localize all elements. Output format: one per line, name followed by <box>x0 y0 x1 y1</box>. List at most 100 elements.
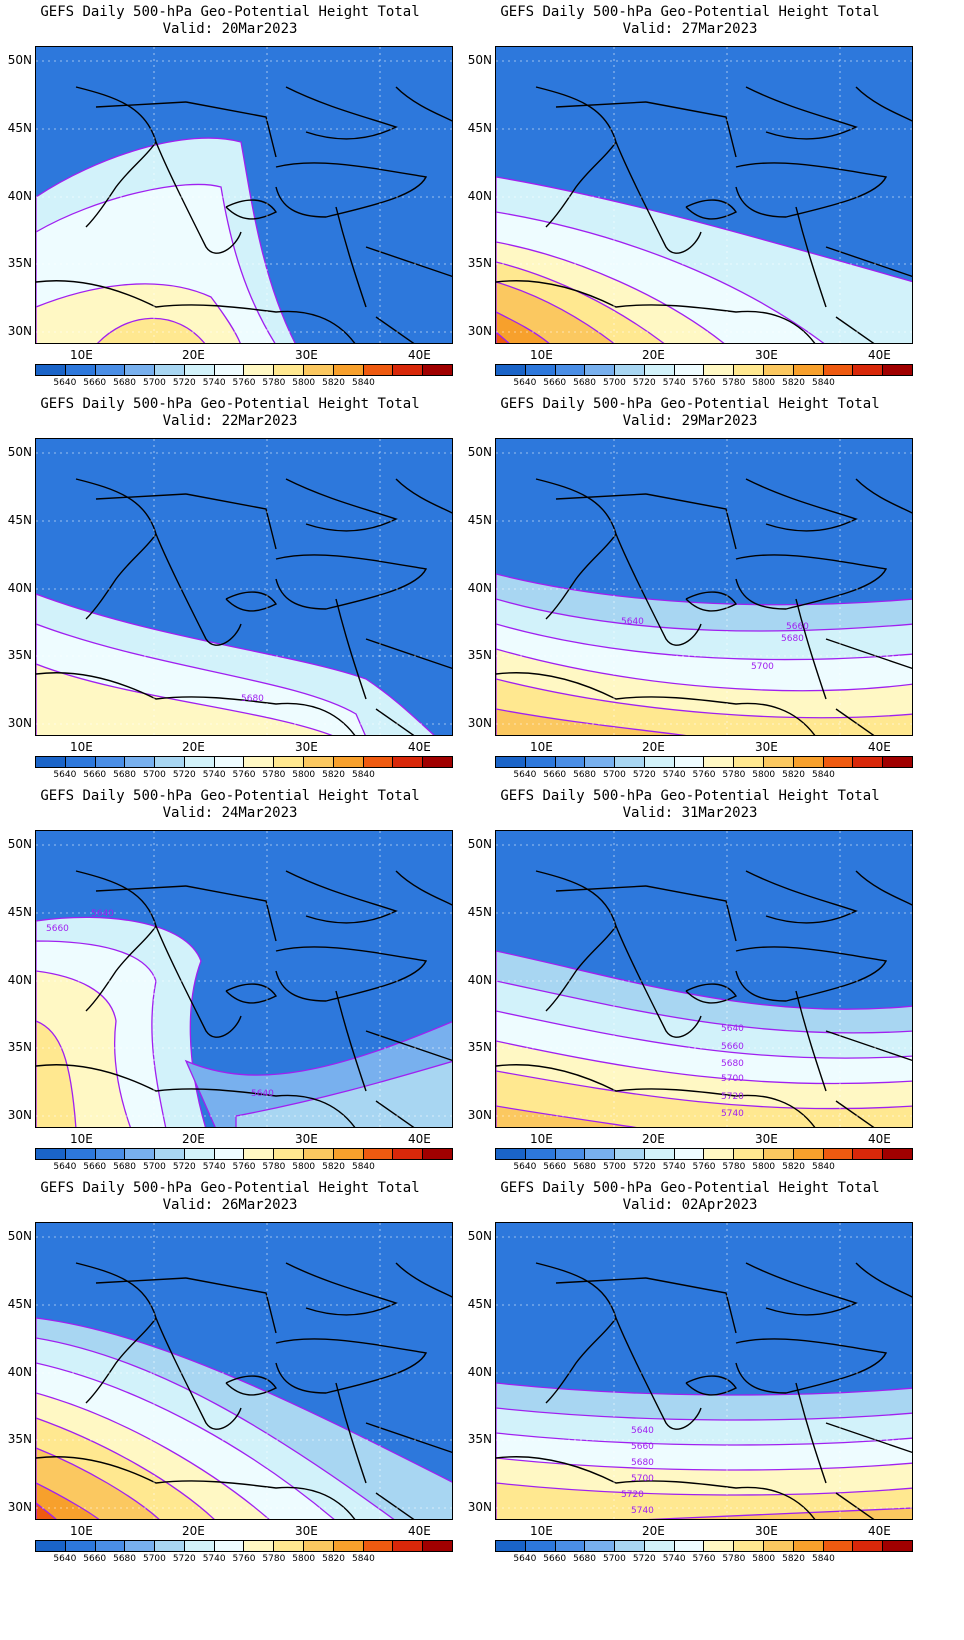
color-scale-swatch <box>585 1149 616 1159</box>
coastline <box>375 316 415 343</box>
color-scale-label: 5640 <box>513 1162 537 1172</box>
color-scale-label: 5780 <box>722 378 746 388</box>
color-scale-label: 5640 <box>53 378 77 388</box>
color-scale-swatch <box>423 365 452 375</box>
color-scale-label: 5720 <box>632 378 656 388</box>
color-scale-swatch <box>304 1541 334 1551</box>
color-scale-swatch <box>853 1149 884 1159</box>
lat-label: 45N <box>7 905 32 919</box>
coastline <box>645 1277 737 1334</box>
lon-label: 30E <box>295 348 318 362</box>
color-scale-label: 5680 <box>573 378 597 388</box>
color-scale-swatch <box>823 365 854 375</box>
color-scale-swatch <box>883 1149 912 1159</box>
lat-label: 30N <box>7 324 32 338</box>
color-scale-label: 5660 <box>83 1162 107 1172</box>
lon-label: 40E <box>408 740 431 754</box>
coastline <box>395 1262 452 1298</box>
contour-band <box>36 1020 77 1127</box>
coastline <box>535 870 702 1038</box>
color-scale <box>35 1148 453 1160</box>
color-scale-label: 5780 <box>262 1554 286 1564</box>
color-scale-swatch <box>853 1541 884 1551</box>
color-scale-swatch <box>184 1149 215 1159</box>
coastline <box>735 554 888 610</box>
lat-label: 30N <box>7 1500 32 1514</box>
color-scale-swatch <box>125 1541 156 1551</box>
lon-label: 20E <box>642 1524 665 1538</box>
color-scale-swatch <box>125 757 156 767</box>
lon-label: 30E <box>295 1132 318 1146</box>
color-scale-label: 5780 <box>262 1162 286 1172</box>
color-scale-swatch <box>333 1541 364 1551</box>
coastline <box>275 1338 428 1394</box>
lat-label: 30N <box>467 324 492 338</box>
contour-label: 5720 <box>621 1490 644 1500</box>
color-scale-swatch <box>585 365 616 375</box>
color-scale-swatch <box>155 1541 185 1551</box>
color-scale-labels: 5640 5660 5680 5700 5720 5740 5760 5780 5800 5820… <box>495 770 913 782</box>
coastline <box>335 990 367 1092</box>
coastline <box>745 1262 858 1316</box>
lat-label: 40N <box>7 973 32 987</box>
color-scale-label: 5700 <box>602 1162 626 1172</box>
coastline <box>795 990 827 1092</box>
lat-label: 30N <box>467 716 492 730</box>
coastline <box>535 86 702 254</box>
contour-label: 5660 <box>721 1042 744 1052</box>
panel-valid-date: Valid: 02Apr2023 <box>622 1197 758 1213</box>
lon-label: 10E <box>530 1132 553 1146</box>
lat-label: 30N <box>467 1108 492 1122</box>
color-scale-swatch <box>644 757 675 767</box>
color-scale-label: 5740 <box>202 1554 226 1564</box>
coastline <box>555 101 647 108</box>
contour-label: 5720 <box>721 1092 744 1102</box>
panel-title: GEFS Daily 500-hPa Geo-Potential Height … <box>460 788 920 822</box>
color-scale-label: 5740 <box>662 1162 686 1172</box>
color-scale-swatch <box>65 1541 96 1551</box>
coastline <box>535 478 702 646</box>
color-scale-label: 5840 <box>811 1162 835 1172</box>
coastline <box>855 478 912 514</box>
color-scale-swatch <box>125 365 156 375</box>
coastline <box>535 1262 702 1430</box>
lon-label: 40E <box>868 348 891 362</box>
coastline <box>395 870 452 906</box>
lon-label: 30E <box>755 348 778 362</box>
coastline <box>395 86 452 122</box>
color-scale-label: 5740 <box>202 1162 226 1172</box>
color-scale-swatch <box>674 757 705 767</box>
coastline <box>835 1492 875 1519</box>
color-scale <box>495 1540 913 1552</box>
color-scale-swatch <box>704 757 735 767</box>
color-scale-swatch <box>793 1149 824 1159</box>
map-panel: GEFS Daily 500-hPa Geo-Potential Height … <box>0 784 460 1194</box>
coastline <box>36 1456 356 1519</box>
coastline <box>545 1317 617 1404</box>
lat-label: 35N <box>467 1432 492 1446</box>
lat-label: 35N <box>467 256 492 270</box>
coastline <box>685 199 738 220</box>
lat-label: 50N <box>467 1229 492 1243</box>
color-scale-swatch <box>363 365 394 375</box>
contour-band <box>496 1482 912 1519</box>
color-scale-labels: 5640 5660 5680 5700 5720 5740 5760 5780 5800 5820… <box>35 1162 453 1174</box>
coastline <box>735 162 888 218</box>
contour-band <box>496 331 510 343</box>
color-scale-label: 5680 <box>113 1162 137 1172</box>
coastline <box>285 86 398 140</box>
contour-band <box>36 283 241 343</box>
panel-valid-date: Valid: 22Mar2023 <box>162 413 298 429</box>
coastline <box>185 1277 277 1334</box>
color-scale-label: 5660 <box>543 1162 567 1172</box>
color-scale-label: 5800 <box>292 1162 316 1172</box>
color-scale-swatch <box>363 757 394 767</box>
panel-valid-date: Valid: 29Mar2023 <box>622 413 758 429</box>
coastline <box>185 885 277 942</box>
color-scale-label: 5780 <box>262 770 286 780</box>
color-scale-label: 5840 <box>811 378 835 388</box>
panel-title: GEFS Daily 500-hPa Geo-Potential Height … <box>0 1180 460 1214</box>
contour-label: 5660 <box>46 924 69 934</box>
map-plot <box>495 46 913 344</box>
color-scale-swatch <box>184 757 215 767</box>
